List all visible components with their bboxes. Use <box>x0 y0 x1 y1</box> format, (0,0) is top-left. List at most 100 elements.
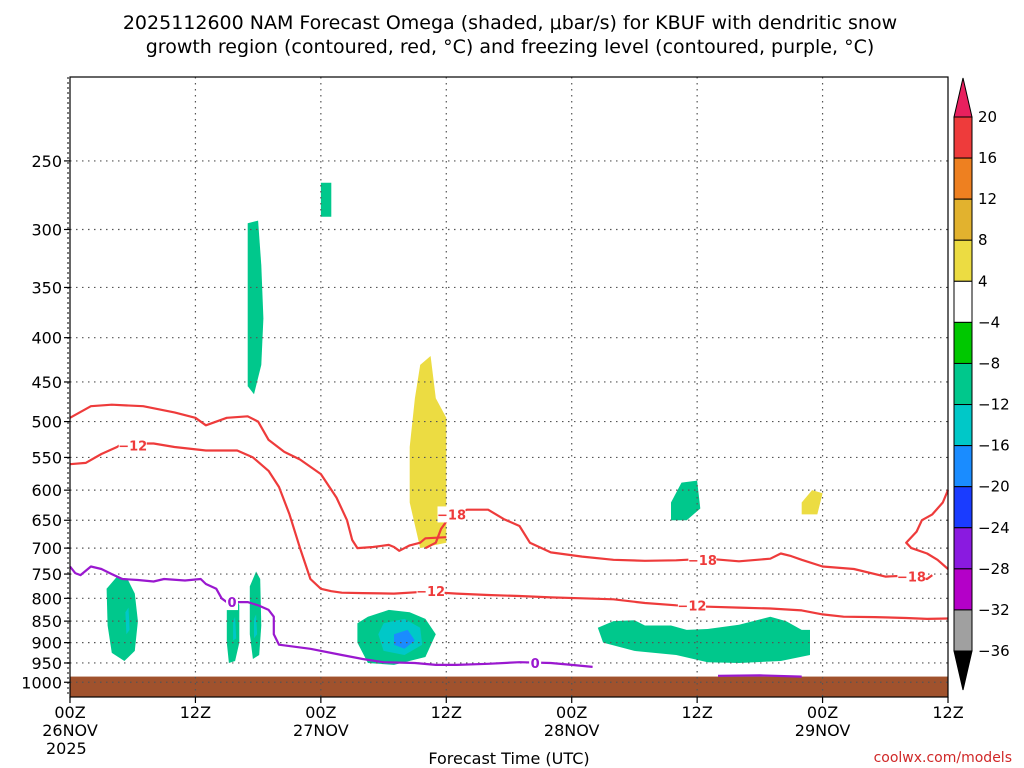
y-tick-label-3: 400 <box>31 329 62 348</box>
colorbar: 20 16 12 8 4 −4 −8 −12 −16 −20 −24 −28 −32 −36 <box>953 77 1010 691</box>
x-tick-label-6-0: 00Z <box>807 703 838 722</box>
contour-label-bg-7 <box>529 654 542 671</box>
omega-region-17 <box>409 356 447 549</box>
y-tick-label-1: 300 <box>31 220 62 239</box>
chart-title-line-2: growth region (contoured, red, °C) and f… <box>146 36 875 58</box>
contour-label-0: −12 <box>118 440 147 455</box>
contour-label-1: −18 <box>437 508 466 523</box>
chart-title: 2025112600 NAM Forecast Omega (shaded, μ… <box>123 12 897 58</box>
colorbar-bottom-arrow <box>953 650 973 691</box>
omega-region-15 <box>190 603 201 619</box>
contour-label-bg-2 <box>416 583 445 600</box>
contour-label-bg-1 <box>437 506 466 523</box>
omega-region-10 <box>254 614 258 639</box>
y-tick-label-14: 950 <box>31 654 62 673</box>
colorbar-segment-3 <box>953 198 973 241</box>
colorbar-tick-2: 12 <box>978 190 997 208</box>
contour-label-6: 0 <box>227 596 236 611</box>
colorbar-segment-7 <box>953 362 973 406</box>
omega-region-8 <box>125 607 130 635</box>
terrain-band <box>70 676 948 697</box>
y-tick-label-9: 700 <box>31 539 62 558</box>
colorbar-tick-1: 16 <box>978 149 997 167</box>
contour-label-2: −12 <box>416 585 445 600</box>
y-tick-label-15: 1000 <box>21 673 62 692</box>
colorbar-segment-5 <box>953 280 973 323</box>
y-tick-label-4: 450 <box>31 373 62 392</box>
contour-label-bg-0 <box>118 437 147 454</box>
colorbar-tick-4: 4 <box>978 272 988 290</box>
omega-region-1 <box>320 182 332 217</box>
omega-region-9 <box>233 616 237 641</box>
omega-region-12 <box>394 629 415 649</box>
colorbar-segment-1 <box>953 116 973 159</box>
y-tick-label-0: 250 <box>31 152 62 171</box>
colorbar-tick-5: −4 <box>978 313 1000 331</box>
omega-region-16 <box>848 210 948 538</box>
y-tick-label-7: 600 <box>31 481 62 500</box>
x-tick-label-4-0: 00Z <box>556 703 587 722</box>
omega-region-4 <box>249 571 262 659</box>
credit-text: coolwx.com/models <box>874 750 1012 766</box>
y-tick-label-10: 750 <box>31 565 62 584</box>
colorbar-tick-3: 8 <box>978 231 988 249</box>
colorbar-tick-10: −24 <box>978 519 1010 537</box>
x-tick-label-0-1: 26NOV <box>42 721 98 740</box>
omega-region-7 <box>671 480 701 521</box>
omega-region-18 <box>801 490 823 515</box>
y-tick-label-8: 650 <box>31 511 62 530</box>
contour-dgz-0 <box>69 403 447 552</box>
contour-label-bg-3 <box>688 551 717 568</box>
y-tick-label-13: 900 <box>31 634 62 653</box>
contour-label-bg-5 <box>897 568 926 585</box>
y-tick-label-5: 500 <box>31 413 62 432</box>
contour-label-bg-4 <box>677 597 706 614</box>
y-tick-label-12: 850 <box>31 612 62 631</box>
y-tick-label-11: 800 <box>31 589 62 608</box>
y-tick-label-2: 350 <box>31 278 62 297</box>
x-tick-label-2-0: 00Z <box>305 703 336 722</box>
x-axis-label: Forecast Time (UTC) <box>428 749 589 768</box>
contour-label-bg-6 <box>226 594 239 611</box>
colorbar-segment-2 <box>953 157 973 200</box>
contour-dgz-3 <box>905 489 950 570</box>
x-tick-label-2-1: 27NOV <box>293 721 349 740</box>
omega-region-14 <box>273 450 342 643</box>
colorbar-tick-9: −20 <box>978 478 1010 496</box>
plot-frame <box>69 76 949 698</box>
omega-region-0 <box>247 220 264 395</box>
colorbar-tick-12: −32 <box>978 601 1010 619</box>
colorbar-tick-13: −36 <box>978 642 1010 660</box>
omega-region-2 <box>106 576 138 661</box>
colorbar-tick-11: −28 <box>978 560 1010 578</box>
colorbar-segment-8 <box>953 404 973 447</box>
colorbar-segment-10 <box>953 486 973 529</box>
omega-region-13 <box>357 285 541 579</box>
colorbar-tick-0: 20 <box>978 108 997 126</box>
contour-label-5: −18 <box>897 571 926 586</box>
chart-title-line-1: 2025112600 NAM Forecast Omega (shaded, μ… <box>123 12 897 34</box>
contour-freezing-5 <box>717 674 802 678</box>
x-tick-label-7-0: 12Z <box>932 703 963 722</box>
y-tick-label-6: 550 <box>31 448 62 467</box>
colorbar-segment-12 <box>953 568 973 611</box>
omega-region-3 <box>226 593 240 663</box>
contour-label-3: −18 <box>688 554 717 569</box>
colorbar-tick-8: −16 <box>978 437 1010 455</box>
x-tick-label-0-2: 2025 <box>46 739 87 758</box>
x-tick-label-4-1: 28NOV <box>544 721 600 740</box>
contour-dgz-2 <box>424 508 933 581</box>
contour-freezing-4 <box>69 565 593 668</box>
colorbar-segment-6 <box>953 321 973 364</box>
colorbar-segment-4 <box>953 239 973 282</box>
x-tick-label-5-0: 12Z <box>681 703 712 722</box>
colorbar-top-arrow <box>953 77 973 118</box>
colorbar-tick-7: −12 <box>978 396 1010 414</box>
colorbar-tick-6: −8 <box>978 354 1000 372</box>
contour-label-4: −12 <box>677 599 706 614</box>
plot-area <box>70 77 948 697</box>
x-tick-label-3-0: 12Z <box>431 703 462 722</box>
x-tick-label-0-0: 00Z <box>54 703 85 722</box>
x-tick-label-6-1: 29NOV <box>795 721 851 740</box>
